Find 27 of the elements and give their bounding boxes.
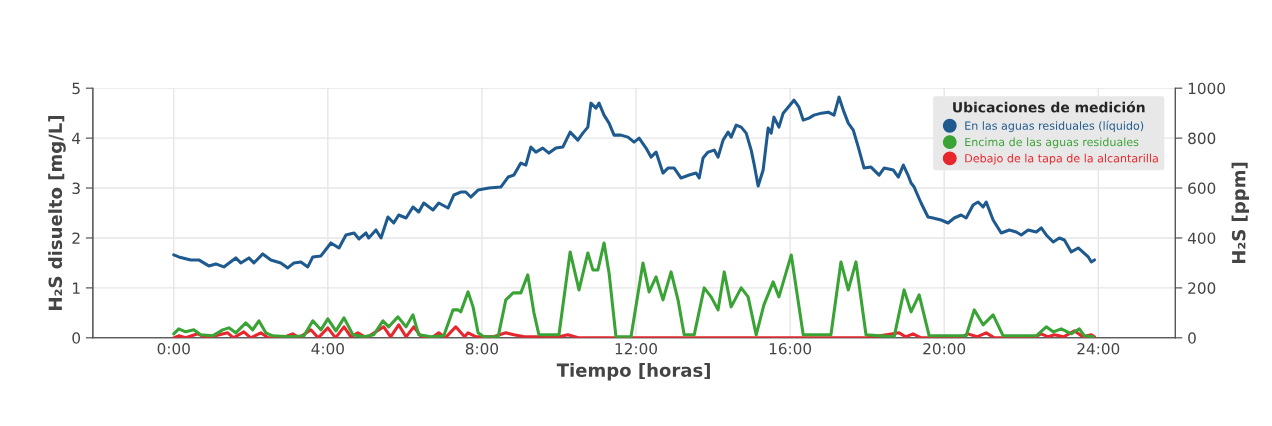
y-tick-label: 0: [72, 332, 81, 344]
legend-label: Debajo de la tapa de la alcantarilla: [965, 153, 1158, 165]
x-tick-label: 20:00: [923, 342, 966, 355]
y-tick-label: 1: [73, 282, 80, 294]
x-tick-label: 24:00: [1077, 342, 1120, 355]
x-axis-title: Tiempo [horas]: [556, 363, 710, 381]
y2-tick-label: 800: [1188, 132, 1216, 145]
legend-title: Ubicaciones de medición: [953, 101, 1145, 113]
y2-axis-title: H₂S [ppm]: [1231, 162, 1250, 264]
y2-tick-label: 200: [1188, 282, 1216, 294]
x-tick-label: 12:00: [615, 342, 658, 355]
y-tick-label: 2: [72, 232, 80, 244]
y2-tick-label: 600: [1188, 182, 1216, 195]
line-series: [172, 241, 1095, 338]
y-axis-title: H₂S disuelto [mg/L]: [48, 115, 66, 310]
y2-tick-label: 400: [1187, 232, 1216, 244]
x-tick-label: 0:00: [157, 342, 190, 355]
x-tick-label: 4:00: [311, 342, 344, 355]
legend-label: Encima de las aguas residuales: [965, 137, 1139, 149]
y-tick-label: 3: [72, 182, 80, 195]
y-tick-label: 4: [72, 132, 81, 144]
x-tick-label: 16:00: [769, 342, 812, 355]
y2-tick-label: 0: [1188, 332, 1196, 344]
legend-label: En las aguas residuales (líquido): [965, 120, 1144, 132]
x-tick-label: 8:00: [465, 342, 499, 355]
y-tick-label: 5: [72, 82, 80, 95]
y2-tick-label: 1000: [1188, 82, 1225, 95]
